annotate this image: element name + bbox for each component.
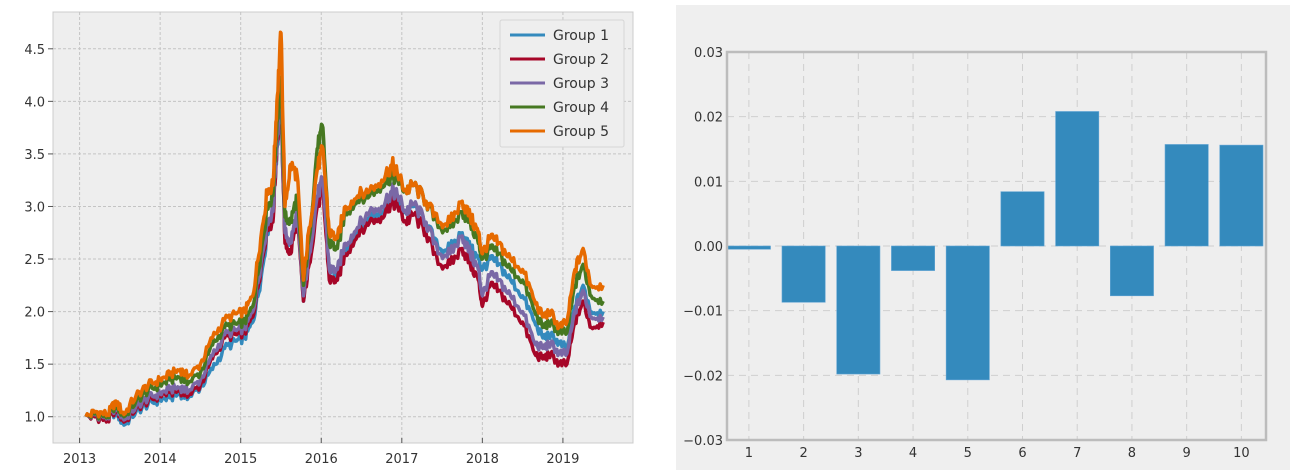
x-tick-label: 10 xyxy=(1233,446,1250,461)
bar-5 xyxy=(945,245,990,381)
bar-6 xyxy=(1000,191,1045,247)
bar-2 xyxy=(781,245,826,303)
y-tick-label: 0.02 xyxy=(694,111,723,126)
line-chart-y-axis: 1.0 1.5 2.0 2.5 3.0 3.5 4.0 4.5 xyxy=(24,43,53,426)
y-tick-label: 3.5 xyxy=(24,148,45,163)
x-tick-label: 8 xyxy=(1128,446,1136,461)
x-tick-label: 2015 xyxy=(224,452,257,467)
y-tick-label: 4.0 xyxy=(24,95,45,110)
x-tick-label: 5 xyxy=(964,446,972,461)
x-tick-label: 2019 xyxy=(546,452,579,467)
bar-4 xyxy=(891,245,935,271)
y-tick-label: 2.5 xyxy=(24,253,45,268)
legend-label: Group 4 xyxy=(553,100,609,116)
series-line-group-5 xyxy=(84,30,605,419)
x-tick-label: 2016 xyxy=(305,452,338,467)
bar-chart-axes-frame xyxy=(725,50,1268,442)
bar-1 xyxy=(726,245,771,250)
y-tick-label: 0.01 xyxy=(694,175,723,190)
line-chart-x-axis: 2013 2014 2015 2016 2017 2018 2019 xyxy=(63,438,579,467)
x-tick-label: 2013 xyxy=(63,452,96,467)
legend-label: Group 5 xyxy=(553,124,609,140)
y-tick-label: −0.03 xyxy=(683,434,723,449)
bar-3 xyxy=(836,245,881,375)
bar-7 xyxy=(1055,111,1100,247)
y-tick-label: 1.0 xyxy=(24,411,45,426)
y-tick-label: 0.03 xyxy=(694,46,723,61)
y-tick-label: 0.00 xyxy=(694,240,723,255)
line-chart: 1.01.52.02.53.03.54.04.5 2013 2014 2015 201… xyxy=(24,11,634,467)
x-tick-label: 2017 xyxy=(385,452,418,467)
bar-chart: −0.03 −0.02 −0.01 0.00 0.01 0.02 0.03 1 2 3 4 5 6 7 8… xyxy=(676,5,1290,470)
bar-9 xyxy=(1164,144,1209,247)
y-tick-label: −0.02 xyxy=(683,369,723,384)
y-tick-label: 4.5 xyxy=(24,43,45,58)
x-tick-label: 6 xyxy=(1018,446,1026,461)
line-chart-series xyxy=(84,30,605,427)
legend-label: Group 3 xyxy=(553,76,609,92)
legend-label: Group 2 xyxy=(553,52,609,68)
y-tick-label: 2.0 xyxy=(24,306,45,321)
y-tick-label: 1.5 xyxy=(24,358,45,373)
bar-chart-x-axis: 1 2 3 4 5 6 7 8 9 10 xyxy=(745,446,1250,461)
y-tick-label: −0.01 xyxy=(683,305,723,320)
y-tick-label: 3.0 xyxy=(24,200,45,215)
x-tick-label: 2014 xyxy=(144,452,177,467)
series-line-group-3 xyxy=(84,91,605,422)
x-tick-label: 2018 xyxy=(466,452,499,467)
bar-8 xyxy=(1110,245,1154,297)
bar-chart-y-axis: −0.03 −0.02 −0.01 0.00 0.01 0.02 0.03 xyxy=(683,46,723,449)
x-tick-label: 1 xyxy=(745,446,753,461)
bar-10 xyxy=(1219,144,1264,247)
x-tick-label: 7 xyxy=(1073,446,1081,461)
x-tick-label: 4 xyxy=(909,446,917,461)
bar-chart-bars xyxy=(726,111,1264,381)
x-tick-label: 2 xyxy=(799,446,807,461)
legend: Group 1 Group 2 Group 3 Group 4 Group 5 xyxy=(499,19,625,148)
legend-box xyxy=(499,19,625,148)
legend-label: Group 1 xyxy=(553,28,609,44)
x-tick-label: 3 xyxy=(854,446,862,461)
x-tick-label: 9 xyxy=(1183,446,1191,461)
